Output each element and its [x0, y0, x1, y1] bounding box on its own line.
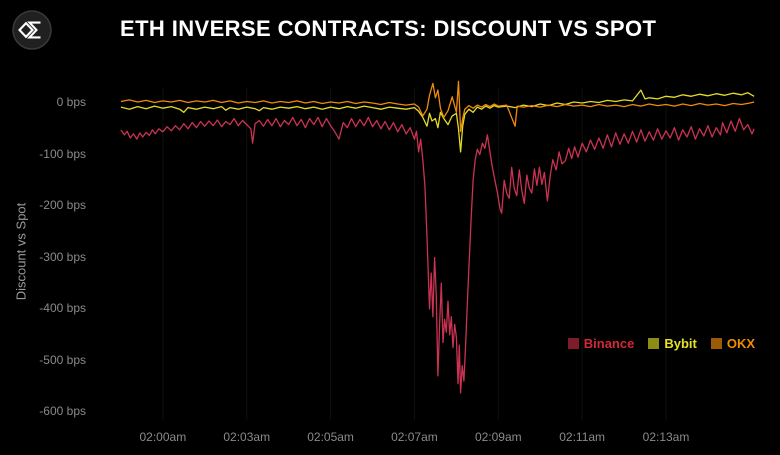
x-tick-label: 02:00am: [139, 430, 187, 444]
page-title: ETH INVERSE CONTRACTS: DISCOUNT VS SPOT: [120, 16, 657, 41]
y-tick-label: -300 bps: [39, 249, 86, 264]
brand-logo: [12, 10, 52, 50]
y-tick-label: -400 bps: [39, 301, 86, 315]
legend-swatch-bybit: [648, 338, 660, 349]
y-tick-label: -200 bps: [39, 198, 86, 212]
x-tick-label: 02:07am: [391, 430, 438, 444]
legend-swatch-binance: [567, 338, 579, 349]
chart-legend: Binance Bybit OKX: [567, 336, 755, 351]
legend-label: Binance: [583, 336, 635, 351]
x-tick-label: 02:03am: [223, 430, 271, 444]
legend-item-bybit[interactable]: Bybit: [648, 336, 697, 351]
legend-label: OKX: [726, 336, 755, 351]
x-tick-label: 02:11am: [559, 430, 606, 444]
y-tick-label: -600 bps: [39, 404, 86, 418]
x-tick-label: 02:13am: [642, 430, 690, 444]
x-tick-label: 02:05am: [307, 430, 354, 444]
series-line-okx: [120, 80, 755, 132]
series-line-binance: [120, 116, 755, 394]
series-line-bybit: [120, 89, 755, 153]
legend-item-binance[interactable]: Binance: [567, 336, 635, 351]
sigma-diamond-logo-icon: [12, 10, 52, 50]
x-tick-label: 02:09am: [474, 430, 522, 444]
legend-label: Bybit: [664, 336, 697, 351]
y-tick-label: -100 bps: [39, 146, 86, 161]
legend-item-okx[interactable]: OKX: [710, 336, 755, 351]
y-tick-label: -500 bps: [39, 352, 86, 367]
legend-swatch-okx: [710, 338, 722, 349]
y-tick-label: 0 bps: [56, 95, 86, 109]
